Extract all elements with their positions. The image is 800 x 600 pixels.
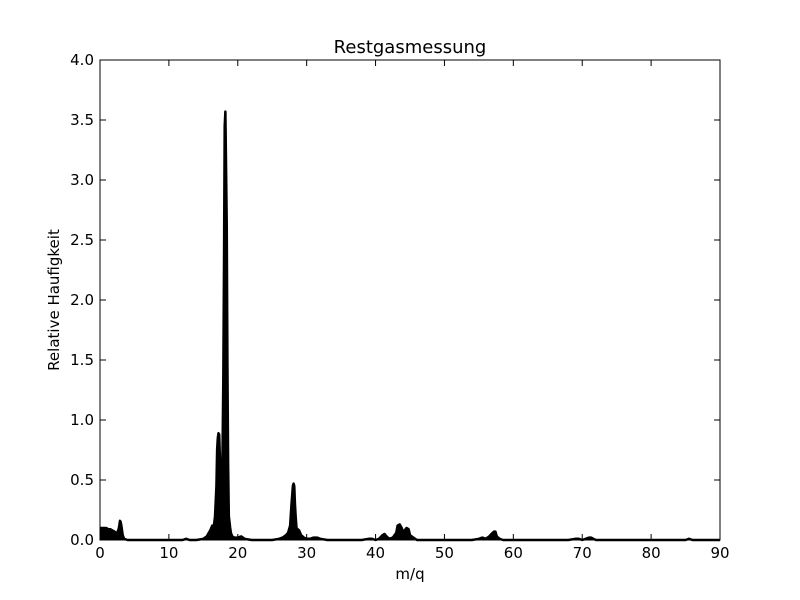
x-tick-label: 10 — [159, 544, 178, 562]
x-tick-label: 40 — [366, 544, 385, 562]
y-tick-label: 2.5 — [70, 231, 94, 249]
y-tick-label: 2.0 — [70, 291, 94, 309]
x-axis-label: m/q — [395, 565, 424, 583]
axes-background — [100, 60, 720, 540]
series-0-line — [100, 110, 720, 542]
x-tick-label: 20 — [228, 544, 247, 562]
x-tick-label: 90 — [710, 544, 729, 562]
chart-title: Restgasmessung — [334, 37, 487, 58]
y-tick-label: 0.5 — [70, 471, 94, 489]
ticks-layer: 0 10 20 30 40 50 60 70 80 90 0.0 0.5 1.0 1.5 2.0 2.5 3.0… — [70, 51, 729, 562]
plot-area: 0 10 20 30 40 50 60 70 80 90 0.0 0.5 1.0 1.5 2.0 2.5 3.0… — [70, 51, 729, 562]
y-tick-label: 1.5 — [70, 351, 94, 369]
y-tick-label: 1.0 — [70, 411, 94, 429]
x-tick-label: 30 — [297, 544, 316, 562]
x-tick-label: 60 — [504, 544, 523, 562]
x-tick-label: 70 — [573, 544, 592, 562]
y-tick-label: 3.0 — [70, 171, 94, 189]
y-tick-label: 4.0 — [70, 51, 94, 69]
series-layer — [100, 110, 720, 542]
y-tick-label: 0.0 — [70, 531, 94, 549]
x-tick-label: 0 — [95, 544, 105, 562]
x-tick-label: 50 — [435, 544, 454, 562]
x-tick-label: 80 — [642, 544, 661, 562]
y-axis-label: Relative Haufigkeit — [45, 229, 63, 371]
y-tick-label: 3.5 — [70, 111, 94, 129]
